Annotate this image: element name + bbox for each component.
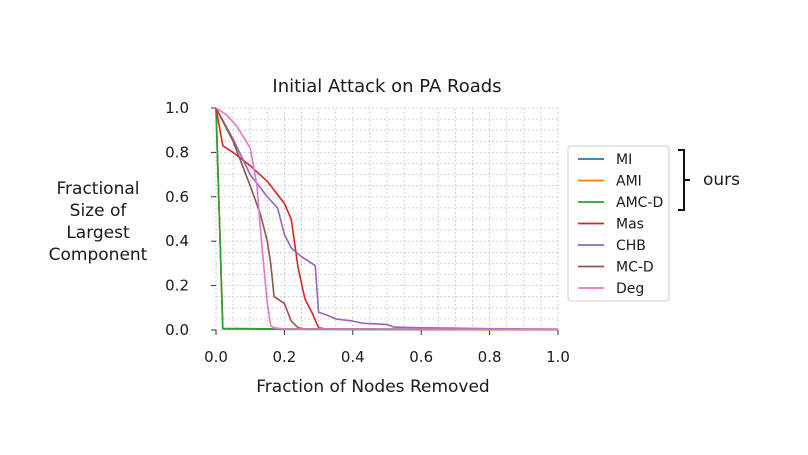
chart-title: Initial Attack on PA Roads <box>272 76 501 97</box>
x-tick-label: 0.2 <box>272 348 296 366</box>
legend-label: AMI <box>616 174 642 190</box>
y-tick-label: 0.0 <box>165 321 189 339</box>
y-axis-label-line: Fractional <box>57 179 140 199</box>
y-axis-label: Fractional Size of Largest Component <box>49 179 148 265</box>
x-tick-label: 0.6 <box>409 348 433 366</box>
x-tick-label: 1.0 <box>546 348 570 366</box>
y-tick-label: 1.0 <box>165 99 189 117</box>
series-line-chb <box>215 107 559 330</box>
legend-entry-deg: Deg <box>578 281 644 297</box>
legend-entry-chb: CHB <box>578 238 646 254</box>
legend-items: MI AMI AMC-D Mas CHB MC-D Deg <box>578 152 663 297</box>
y-tick-label: 0.8 <box>165 143 189 161</box>
legend-frame <box>567 145 670 302</box>
y-tick-label: 0.4 <box>165 232 189 250</box>
legend-label: CHB <box>616 238 646 254</box>
legend-entry-ami: AMI <box>578 174 642 190</box>
bracket-shape <box>678 149 690 211</box>
legend-entry-amc-d: AMC-D <box>578 195 663 211</box>
y-axis-label-line: Largest <box>66 223 130 243</box>
axis-ticks: 0.0 0.2 0.4 0.6 0.8 1.0 0.0 0.2 0.4 0.6 0.8 1.0 <box>165 99 570 366</box>
legend-entry-mi: MI <box>578 152 632 168</box>
grid <box>215 107 559 331</box>
y-axis-label-line: Component <box>49 245 148 265</box>
legend-entry-mc-d: MC-D <box>578 260 654 276</box>
ours-bracket: ours <box>678 149 740 211</box>
legend: MI AMI AMC-D Mas CHB MC-D Deg <box>567 145 670 302</box>
x-tick-label: 0.0 <box>204 348 228 366</box>
bracket-label: ours <box>703 170 740 190</box>
legend-label: Mas <box>616 217 644 233</box>
y-tick-label: 0.6 <box>165 188 189 206</box>
series-line-deg <box>215 107 559 331</box>
x-tick-label: 0.4 <box>341 348 365 366</box>
x-axis-label: Fraction of Nodes Removed <box>256 377 489 397</box>
series-lines <box>215 107 559 331</box>
legend-label: Deg <box>616 281 644 297</box>
legend-label: MI <box>616 152 632 168</box>
legend-label: AMC-D <box>616 195 663 211</box>
legend-label: MC-D <box>616 260 654 276</box>
legend-entry-mas: Mas <box>578 217 644 233</box>
y-axis-label-line: Size of <box>70 201 128 221</box>
y-tick-label: 0.2 <box>165 277 189 295</box>
x-tick-label: 0.8 <box>478 348 502 366</box>
